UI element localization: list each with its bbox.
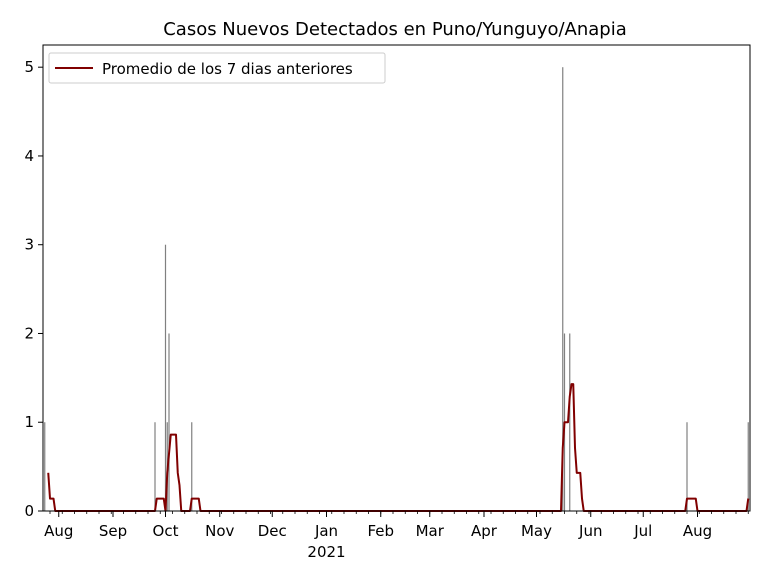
- x-tick-label: Feb: [367, 522, 394, 540]
- x-tick-label: Sep: [99, 522, 127, 540]
- x-tick-label: Jan: [314, 522, 338, 540]
- bar: [164, 244, 167, 511]
- x-tick-year-label: 2021: [307, 543, 345, 561]
- x-tick-label: Mar: [416, 522, 445, 540]
- y-tick-label: 0: [24, 502, 34, 520]
- x-tick-label: Jun: [578, 522, 602, 540]
- x-tick-label: Aug: [683, 522, 712, 540]
- x-tick-label: Dec: [258, 522, 287, 540]
- legend-entry-label: Promedio de los 7 dias anteriores: [102, 60, 353, 78]
- bar: [569, 333, 571, 511]
- x-axis: Aug Sep Oct Nov Dec Jan 2021 Feb Mar Apr May Jun Jul…: [44, 511, 749, 561]
- bar: [747, 422, 749, 511]
- bar: [44, 422, 46, 511]
- chart-title: Casos Nuevos Detectados en Puno/Yunguyo/…: [163, 19, 627, 40]
- y-tick-label: 1: [24, 413, 34, 431]
- legend-box: [48, 52, 386, 84]
- bar: [154, 422, 156, 511]
- x-tick-label: May: [521, 522, 552, 540]
- bar: [191, 422, 193, 511]
- bar: [686, 422, 688, 511]
- y-tick-label: 2: [24, 324, 34, 342]
- x-tick-label: Oct: [153, 522, 179, 540]
- bar: [168, 333, 170, 511]
- x-tick-label: Apr: [471, 522, 498, 540]
- bar: [562, 67, 564, 511]
- plot-frame: [42, 44, 751, 512]
- y-tick-label: 5: [24, 58, 34, 76]
- y-axis: 0 1 2 3 4 5: [24, 58, 43, 520]
- legend: Promedio de los 7 dias anteriores: [48, 52, 386, 84]
- y-tick-label: 4: [24, 147, 34, 165]
- y-tick-label: 3: [24, 236, 34, 254]
- x-tick-label: Aug: [44, 522, 73, 540]
- x-tick-label: Jul: [633, 522, 652, 540]
- x-tick-label: Nov: [205, 522, 234, 540]
